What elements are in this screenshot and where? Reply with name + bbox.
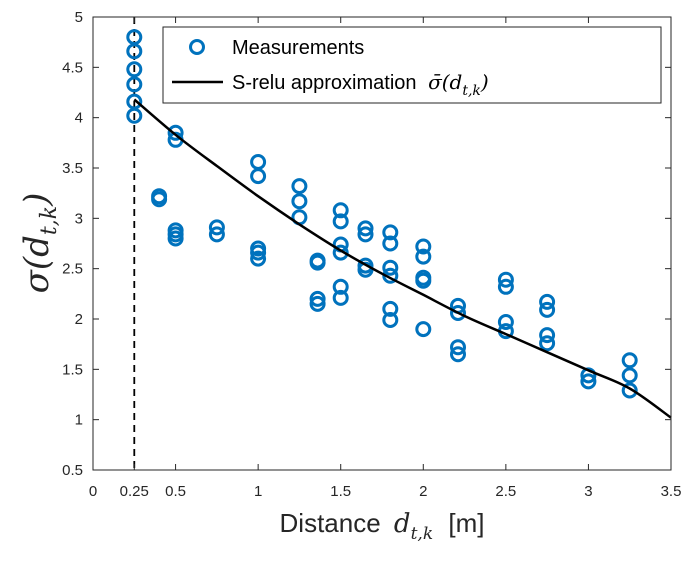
measurement-point-57 — [539, 301, 556, 318]
y-tick-label-0: 0.5 — [62, 462, 83, 479]
y-tick-label-7: 4 — [75, 110, 83, 127]
y-axis-label-close: ) — [17, 193, 57, 207]
measurement-point-19 — [250, 250, 267, 267]
chart-marks — [126, 17, 672, 470]
measurement-point-32 — [332, 289, 349, 306]
measurement-point-39 — [382, 259, 399, 276]
measurement-point-56 — [539, 293, 556, 310]
measurement-point-43 — [415, 238, 432, 255]
measurement-point-12 — [167, 230, 184, 247]
x-tick-label-4: 1.5 — [330, 483, 351, 500]
measurement-point-62 — [621, 352, 638, 369]
measurement-point-44 — [415, 248, 432, 265]
x-axis-label-math: d — [394, 509, 411, 539]
measurement-point-37 — [382, 224, 399, 241]
measurement-point-24 — [309, 254, 326, 271]
measurement-point-64 — [621, 382, 638, 399]
y-axis-label: σ(dt,k) — [17, 193, 62, 294]
y-tick-label-2: 1.5 — [62, 361, 83, 378]
y-tick-label-5: 3 — [75, 210, 83, 227]
measurement-point-1 — [126, 43, 143, 60]
measurement-point-51 — [450, 346, 466, 363]
approximation-curve — [133, 98, 672, 419]
y-tick-label-1: 1 — [75, 412, 83, 429]
legend-approximation-math-close: ) — [480, 70, 489, 94]
measurement-point-41 — [382, 300, 399, 317]
x-tick-label-2: 0.5 — [165, 483, 186, 500]
measurement-point-8 — [167, 124, 184, 141]
legend-measurements-marker — [189, 39, 205, 55]
y-tick-label-3: 2 — [75, 311, 83, 328]
x-tick-label-0: 0 — [89, 483, 97, 500]
x-axis-label-math-sub: t,k — [411, 524, 434, 544]
y-axis-label-sub: t,k — [37, 206, 62, 235]
measurement-point-30 — [332, 244, 349, 261]
y-tick-label-4: 2.5 — [62, 261, 83, 278]
measurement-point-18 — [250, 244, 267, 261]
y-tick-label-8: 4.5 — [62, 59, 83, 76]
measurement-point-25 — [309, 290, 326, 307]
measurement-point-3 — [126, 76, 143, 93]
x-axis-label-text: Distance — [280, 508, 381, 538]
x-tick-label-7: 3 — [584, 483, 592, 500]
legend-approximation-math-sub: t,k — [462, 83, 481, 99]
x-tick-label-1: 0.25 — [120, 483, 149, 500]
x-axis-label: Distance dt,k [m] — [280, 508, 485, 545]
legend-measurements-label: Measurements — [232, 37, 364, 59]
measurement-point-34 — [357, 226, 374, 243]
measurement-point-52 — [497, 271, 514, 288]
y-tick-label-9: 5 — [75, 9, 83, 26]
x-tick-label-3: 1 — [254, 483, 262, 500]
measurement-point-21 — [291, 193, 308, 210]
x-tick-label-5: 2 — [419, 483, 427, 500]
legend-approximation-math: σ̄(d — [428, 70, 462, 94]
measurement-point-31 — [332, 278, 349, 295]
measurement-point-61 — [580, 373, 597, 390]
measurement-point-46 — [415, 272, 432, 289]
measurement-point-38 — [382, 235, 399, 252]
measurement-point-5 — [126, 107, 143, 124]
y-axis-label-text: σ(d — [17, 235, 57, 293]
legend: Measurements S-relu approximation σ̄(dt,… — [162, 26, 662, 104]
measurement-point-7 — [151, 191, 168, 208]
measurement-point-33 — [357, 220, 374, 237]
measurement-point-27 — [332, 202, 349, 219]
x-tick-label-6: 2.5 — [495, 483, 516, 500]
legend-approximation-label: S-relu approximation σ̄(dt,k) — [232, 70, 489, 99]
measurement-point-16 — [250, 168, 267, 185]
measurement-point-54 — [497, 314, 514, 330]
x-axis-label-unit: [m] — [448, 508, 484, 538]
legend-approximation-name: S-relu approximation — [232, 72, 417, 94]
measurement-point-42 — [382, 312, 399, 328]
legend-box — [162, 26, 662, 104]
measurement-point-49 — [450, 305, 466, 321]
measurement-point-2 — [126, 61, 143, 78]
x-tick-label-8: 3.5 — [661, 483, 682, 500]
measurement-point-14 — [208, 226, 225, 243]
measurement-point-53 — [497, 278, 514, 295]
measurement-point-59 — [539, 335, 556, 352]
measurement-point-63 — [621, 367, 638, 384]
measurement-point-28 — [332, 213, 349, 230]
y-tick-label-6: 3.5 — [62, 160, 83, 177]
measurement-point-50 — [450, 339, 466, 356]
measurement-point-58 — [539, 327, 556, 344]
axes-box — [92, 16, 672, 471]
measurement-point-47 — [415, 321, 432, 338]
measurement-point-13 — [208, 219, 225, 236]
measurement-point-26 — [309, 295, 326, 312]
measurement-point-20 — [291, 178, 308, 195]
measurement-point-60 — [580, 367, 597, 384]
axes: 0 0.25 0.5 1 1.5 2 2.5 3 3.5 0.5 1 1.5 2 2.5 3 3.5 4 4.5 5 — [62, 9, 681, 500]
